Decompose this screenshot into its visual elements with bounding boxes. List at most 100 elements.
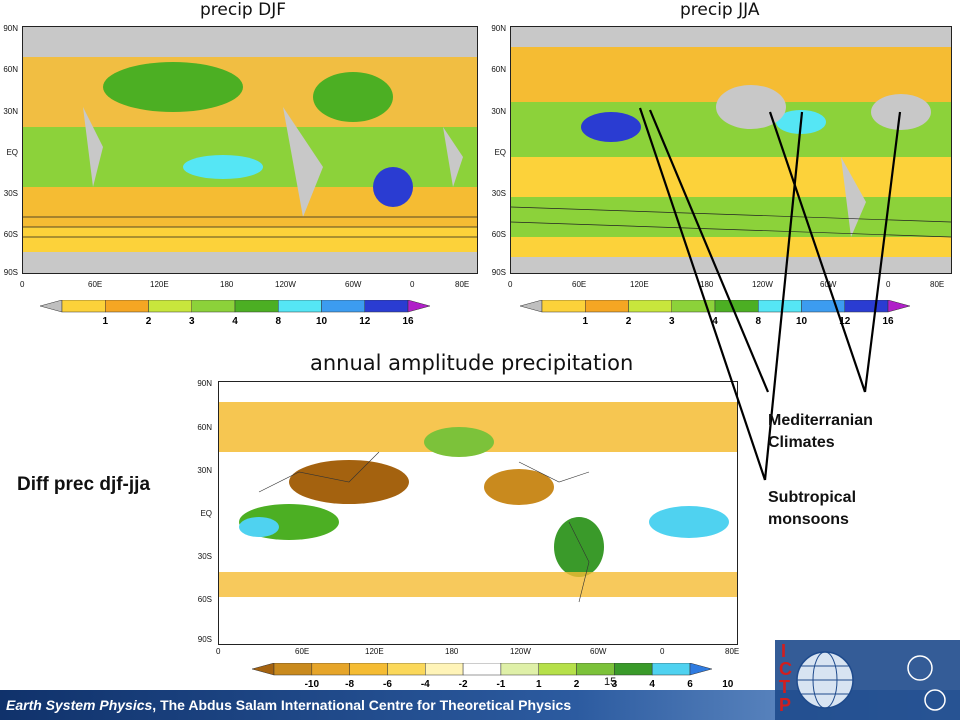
colorbar-tick-label: -10 (305, 679, 320, 690)
jja-lon-label: 120W (752, 280, 773, 289)
footer-italic: Earth System Physics (6, 697, 153, 713)
footer-rest: , The Abdus Salam International Centre f… (152, 697, 572, 713)
unesco-emblem-icon (907, 655, 933, 681)
jja-title: precip JJA (680, 0, 760, 20)
ictp-letter: C (779, 659, 792, 679)
amplitude-lat-label: 30N (197, 466, 212, 475)
colorbar-tick-label: 4 (712, 316, 718, 327)
jja-lat-label: 30S (491, 189, 506, 198)
jja-colorbar: 1 2 3 4 8 10 12 16 (520, 300, 911, 327)
amplitude-lon-label: 80E (725, 647, 740, 656)
mediterranean-label: Mediterranian Climates (768, 412, 873, 451)
amplitude-panel: annual amplitude precipitation 90N 60N 3… (190, 345, 755, 690)
colorbar-tick-label: 10 (722, 679, 734, 690)
colorbar-tick-label: -1 (496, 679, 505, 690)
jja-map (510, 26, 952, 274)
amplitude-lat-label: 60N (197, 423, 212, 432)
logo-graphic (775, 640, 960, 720)
colorbar-tick-label: 8 (275, 316, 281, 327)
ictp-letter: I (781, 641, 787, 661)
colorbar-swatch (425, 663, 464, 676)
amplitude-lat-label: EQ (200, 509, 212, 518)
colorbar-arrow-left (520, 300, 543, 313)
amplitude-lat-label: 90S (197, 635, 212, 644)
monsoon-label: Subtropical monsoons (768, 489, 857, 528)
djf-lat-label: 90S (3, 268, 18, 277)
colorbar-swatch (671, 300, 716, 313)
colorbar-swatch (538, 663, 577, 676)
colorbar-tick-label: 1 (536, 679, 542, 690)
djf-lon-label: 0 (410, 280, 415, 289)
djf-colorbar: 1 2 3 4 8 10 12 16 (40, 300, 431, 327)
logo-area: I C T P (755, 640, 960, 720)
colorbar-swatch (844, 300, 889, 313)
jja-lon-label: 0 (508, 280, 513, 289)
colorbar-swatch (61, 300, 106, 313)
amplitude-lat-label: 60S (197, 595, 212, 604)
colorbar-swatch (576, 663, 615, 676)
colorbar-swatch (714, 300, 759, 313)
jja-lat-label: 30N (491, 107, 506, 116)
djf-lon-label: 60E (88, 280, 103, 289)
colorbar-arrow-right (887, 300, 911, 313)
colorbar-swatch (541, 300, 586, 313)
djf-lat-label: 60N (3, 65, 18, 74)
amplitude-lat-label: 30S (197, 552, 212, 561)
amplitude-lon-label: 60E (295, 647, 310, 656)
colorbar-swatch (278, 300, 322, 313)
ictp-letter: P (779, 695, 792, 715)
colorbar-swatch (628, 300, 672, 313)
colorbar-tick-label: 2 (574, 679, 580, 690)
djf-lat-label: 30N (3, 107, 18, 116)
colorbar-arrow-right (407, 300, 431, 313)
djf-lon-label: 120W (275, 280, 296, 289)
colorbar-swatch (364, 300, 409, 313)
djf-lon-label: 120E (150, 280, 169, 289)
colorbar-tick-label: 1 (582, 316, 588, 327)
amplitude-colorbar: -10 -8 -6 -4 -2 -1 1 2 3 4 6 10 (252, 663, 734, 690)
djf-lat-label: 60S (3, 230, 18, 239)
ictp-letter: T (779, 677, 790, 697)
colorbar-swatch (311, 663, 350, 676)
amplitude-lon-label: 0 (216, 647, 221, 656)
vector-scale-label: 15 (604, 676, 617, 688)
colorbar-swatch (614, 663, 653, 676)
footer-text: Earth System Physics, The Abdus Salam In… (6, 697, 571, 713)
colorbar-arrow-left (40, 300, 63, 313)
colorbar-tick-label: 10 (316, 316, 328, 327)
colorbar-tick-label: 3 (612, 679, 618, 690)
colorbar-arrow-left (252, 663, 275, 676)
colorbar-swatch (273, 663, 313, 676)
colorbar-tick-label: -6 (383, 679, 392, 690)
amplitude-lon-label: 180 (445, 647, 459, 656)
colorbar-tick-label: 16 (402, 316, 414, 327)
amplitude-lon-label: 120E (365, 647, 384, 656)
colorbar-swatch (585, 300, 629, 313)
colorbar-tick-label: 3 (669, 316, 675, 327)
colorbar-arrow-right (689, 663, 713, 676)
djf-lon-label: 180 (220, 280, 234, 289)
djf-map-graphic (23, 27, 477, 273)
colorbar-swatch (801, 300, 845, 313)
colorbar-tick-label: -4 (421, 679, 430, 690)
djf-lon-label: 80E (455, 280, 470, 289)
colorbar-swatch (500, 663, 539, 676)
jja-lon-label: 180 (700, 280, 714, 289)
colorbar-swatch (148, 300, 192, 313)
colorbar-tick-label: 4 (232, 316, 238, 327)
colorbar-tick-label: 10 (796, 316, 808, 327)
amplitude-lon-label: 60W (590, 647, 607, 656)
djf-lat-label: EQ (6, 148, 18, 157)
colorbar-tick-label: 6 (687, 679, 693, 690)
colorbar-tick-label: 4 (649, 679, 655, 690)
jja-map-graphic (511, 27, 951, 273)
djf-lon-label: 60W (345, 280, 362, 289)
colorbar-tick-label: -2 (459, 679, 468, 690)
amplitude-lon-label: 0 (660, 647, 665, 656)
colorbar-swatch (105, 300, 149, 313)
jja-panel: precip JJA 90N 60N 30N EQ 30S 60S 90S 0 … (490, 0, 960, 330)
djf-colorbar-swatches: 1 2 3 4 8 10 12 16 (40, 300, 431, 327)
jja-lat-label: 90S (491, 268, 506, 277)
jja-lat-label: 90N (491, 24, 506, 33)
colorbar-tick-label: 12 (359, 316, 371, 327)
